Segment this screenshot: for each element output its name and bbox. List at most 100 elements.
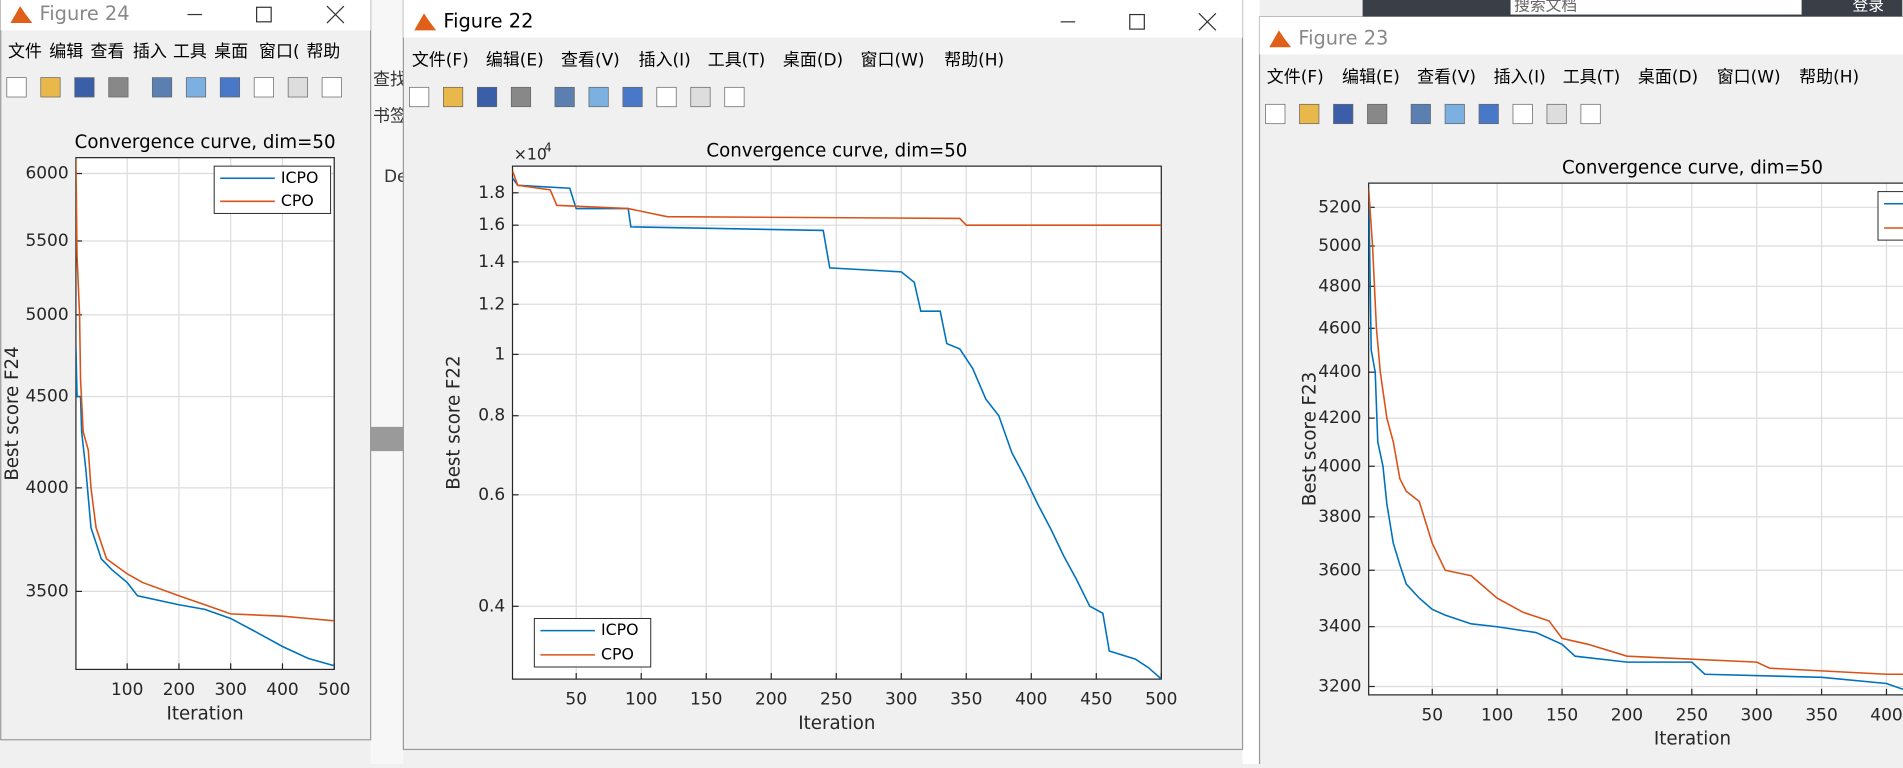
window-title: Figure 23 (1298, 26, 1388, 49)
toolbar-button[interactable] (219, 77, 241, 98)
series-line (1368, 188, 1903, 691)
y-axis-label: Best score F22 (443, 355, 464, 489)
menu-item[interactable]: 查看(V) (561, 51, 620, 71)
login-button[interactable]: 登录 (1853, 0, 1885, 15)
title-bar (403, 0, 1243, 38)
menu-item[interactable]: 窗口( (259, 42, 300, 62)
menu-item[interactable]: 查看(V) (1417, 68, 1476, 88)
y-tick-label: 0.4 (478, 596, 505, 616)
search-box[interactable] (1510, 0, 1802, 15)
y-tick-label: 5000 (1318, 236, 1361, 256)
menu-item[interactable]: 桌面(D) (783, 51, 843, 71)
close-button[interactable] (1198, 12, 1217, 31)
series-line (75, 160, 335, 622)
toolbar-button[interactable] (253, 77, 274, 98)
y-tick-label: 3800 (1318, 507, 1361, 527)
toolbar-button[interactable] (40, 77, 61, 98)
toolbar-button[interactable] (1265, 103, 1286, 125)
menu-item[interactable]: 编辑(E) (486, 51, 544, 71)
y-tick-label: 1.2 (478, 294, 505, 314)
maximize-button[interactable] (256, 6, 272, 23)
toolbar-button[interactable] (510, 86, 532, 108)
toolbar-button[interactable] (1299, 103, 1320, 125)
toolbar-button[interactable] (1512, 103, 1533, 125)
window-title: Figure 22 (443, 9, 533, 32)
toolbar-button[interactable] (409, 86, 430, 108)
toolbar-button[interactable] (321, 77, 342, 98)
window-title: Figure 24 (40, 2, 130, 25)
maximize-button[interactable] (1129, 13, 1145, 30)
plot-area (512, 166, 1162, 680)
toolbar-button[interactable] (74, 77, 95, 98)
background-strip (370, 426, 404, 452)
toolbar-button[interactable] (1546, 103, 1567, 125)
menu-item[interactable]: 编辑 (49, 42, 83, 62)
menu-item[interactable]: 插入 (133, 42, 167, 62)
menu-item[interactable]: 插入(I) (639, 51, 691, 71)
menu-item[interactable]: 工具(T) (1563, 68, 1621, 88)
toolbar-button[interactable] (554, 86, 575, 108)
x-tick-label: 300 (885, 690, 917, 710)
y-axis-label: Best score F24 (2, 346, 23, 480)
menu-item[interactable]: 插入(I) (1494, 68, 1546, 88)
figure-window: Figure 24 文件 编辑 查看 插入 工具 桌面 窗口(帮助 3500 4000 4500 50… (0, 0, 372, 741)
x-tick-label: 150 (690, 690, 722, 710)
toolbar-button[interactable] (108, 77, 129, 98)
toolbar-button[interactable] (1580, 103, 1601, 125)
figure-window: Figure 22 文件(F) 编辑(E) 查看(V) 插入(I) 工具(T) 桌面(D) 窗… (402, 0, 1244, 751)
toolbar-button[interactable] (622, 86, 643, 108)
series-line (1368, 188, 1903, 676)
toolbar-button[interactable] (1478, 103, 1499, 125)
y-tick-label: 6000 (25, 164, 68, 184)
menu-item[interactable]: 文件(F) (412, 51, 469, 71)
toolbar-button[interactable] (724, 86, 745, 108)
figure-window: Figure 23 文件(F) 编辑(E) 查看(V) 插入(I) 工具(T) 桌面(D) 窗… (1258, 16, 1903, 768)
menu-item[interactable]: 窗口(W) (861, 51, 925, 71)
x-tick-label: 350 (950, 690, 982, 710)
toolbar-button[interactable] (1410, 103, 1431, 125)
menu-item[interactable]: 编辑(E) (1342, 68, 1400, 88)
menu-item[interactable]: 窗口(W) (1717, 68, 1781, 88)
y-tick-label: 4500 (25, 387, 68, 407)
toolbar-button[interactable] (656, 86, 677, 108)
menu-item[interactable]: 帮助 (306, 42, 340, 62)
y-tick-label: 4600 (1318, 318, 1361, 338)
x-tick-label: 300 (1741, 705, 1773, 725)
toolbar-button[interactable] (151, 77, 173, 98)
menu-item[interactable]: 桌面(D) (1638, 68, 1698, 88)
legend-box (533, 617, 652, 668)
toolbar-button[interactable] (588, 86, 609, 108)
toolbar-button[interactable] (1367, 103, 1388, 125)
y-tick-label: 3400 (1318, 617, 1361, 637)
menu-item[interactable]: 查看 (90, 42, 124, 62)
close-button[interactable] (326, 5, 345, 24)
toolbar-button[interactable] (443, 86, 464, 108)
x-tick-label: 200 (1611, 705, 1643, 725)
toolbar-button[interactable] (476, 86, 498, 108)
x-axis-label: Iteration (1654, 729, 1731, 750)
toolbar-button[interactable] (1333, 103, 1354, 125)
menu-item[interactable]: 文件 (8, 42, 42, 62)
menu-item[interactable]: 工具 (173, 42, 207, 62)
toolbar-button[interactable] (287, 77, 308, 98)
x-tick-label: 400 (1870, 705, 1902, 725)
toolbar-button[interactable] (185, 77, 207, 98)
legend-label: CPO (601, 644, 634, 663)
x-tick-label: 300 (215, 680, 247, 700)
menu-item[interactable]: 帮助(H) (944, 51, 1004, 71)
menu-item[interactable]: 帮助(H) (1799, 68, 1859, 88)
x-tick-label: 50 (565, 690, 587, 710)
toolbar-button[interactable] (690, 86, 711, 108)
menu-item[interactable]: 工具(T) (708, 51, 766, 71)
menu-item[interactable]: 文件(F) (1267, 68, 1324, 88)
toolbar-button[interactable] (6, 77, 27, 98)
menu-item[interactable]: 桌面 (214, 42, 248, 62)
x-tick-label: 350 (1805, 705, 1837, 725)
x-tick-label: 250 (1676, 705, 1708, 725)
y-axis-label: Best score F23 (1299, 372, 1320, 506)
y-tick-label: 0.6 (478, 485, 505, 505)
y-tick-label: 4200 (1318, 408, 1361, 428)
matlab-icon (414, 13, 437, 31)
toolbar-button[interactable] (1444, 103, 1465, 125)
